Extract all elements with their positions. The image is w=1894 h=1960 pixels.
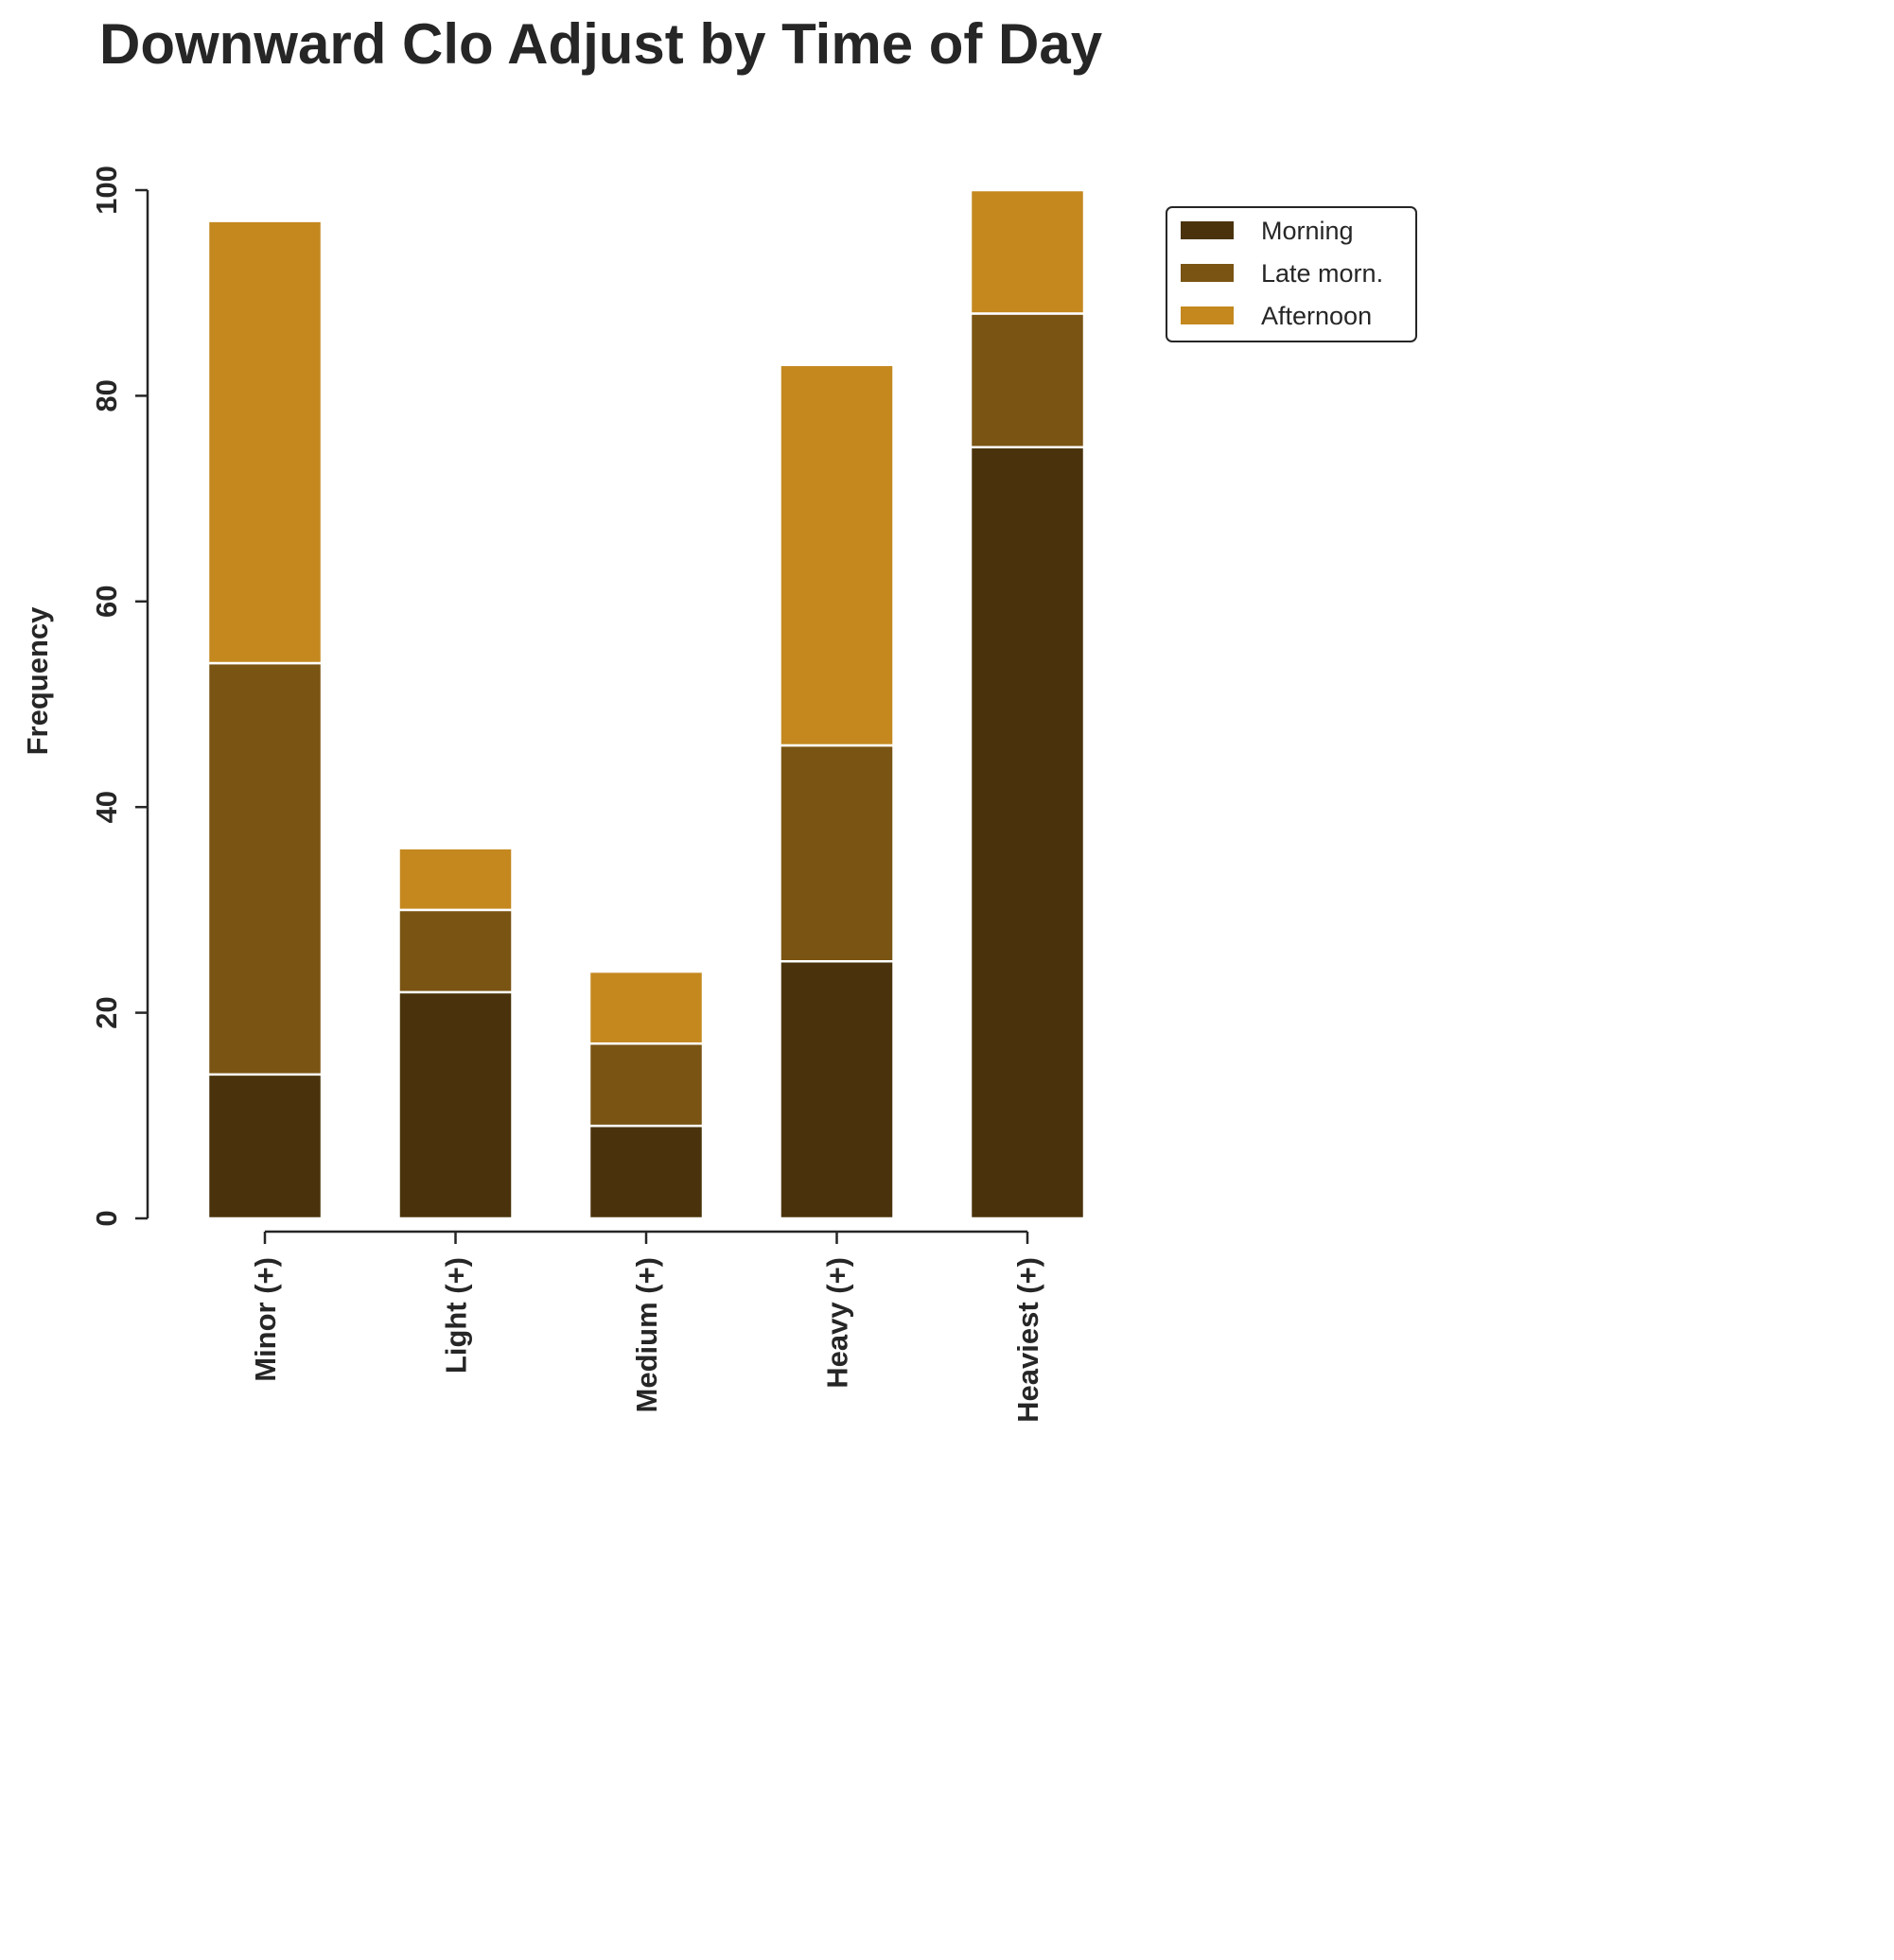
y-tick-label: 0 (90, 1210, 123, 1226)
bar-heavy-late-morn (779, 744, 895, 963)
y-tick-label: 40 (90, 791, 123, 823)
x-axis: Minor (+) Light (+) Medium (+) Heavy (+) Hea… (249, 1230, 1044, 1423)
legend-swatch (1181, 264, 1234, 282)
bar-heaviest-afternoon (969, 188, 1086, 315)
legend: Morning Late morn. Afternoon (1166, 206, 1417, 342)
bar-medium-morning (587, 1124, 705, 1220)
bar-heaviest-morning (969, 446, 1086, 1220)
bar-heaviest-late-morn (969, 312, 1086, 448)
chart-title: Downward Clo Adjust by Time of Day (99, 12, 1103, 76)
legend-label: Morning (1261, 217, 1354, 245)
x-tick-label: Heaviest (+) (1011, 1257, 1044, 1423)
y-axis-label: Frequency (21, 606, 54, 756)
bar-light-late-morn (397, 908, 514, 994)
y-axis: 0 20 40 60 80 100 (90, 166, 149, 1227)
legend-swatch (1181, 306, 1234, 324)
chart: Downward Clo Adjust by Time of Day Frequ… (21, 12, 1417, 1423)
bar-light-afternoon (397, 847, 514, 912)
x-tick-label: Light (+) (440, 1257, 473, 1374)
y-tick-label: 60 (90, 586, 123, 618)
bars-group (206, 188, 1086, 1220)
y-tick-label: 80 (90, 379, 123, 411)
bar-medium-afternoon (587, 970, 705, 1045)
bar-heavy-afternoon (779, 363, 895, 747)
x-tick-label: Minor (+) (249, 1257, 282, 1382)
bar-minor-afternoon (206, 219, 324, 665)
x-tick-label: Heavy (+) (821, 1257, 854, 1389)
bar-minor-morning (206, 1073, 324, 1220)
bar-minor-late-morn (206, 661, 324, 1076)
y-tick-label: 100 (90, 166, 123, 215)
bar-light-morning (397, 990, 514, 1220)
legend-swatch (1181, 221, 1234, 239)
x-tick-label: Medium (+) (630, 1257, 663, 1412)
bar-medium-late-morn (587, 1041, 705, 1128)
bar-heavy-morning (779, 960, 895, 1220)
legend-label: Late morn. (1261, 259, 1383, 288)
legend-label: Afternoon (1261, 302, 1372, 330)
y-tick-label: 20 (90, 996, 123, 1028)
